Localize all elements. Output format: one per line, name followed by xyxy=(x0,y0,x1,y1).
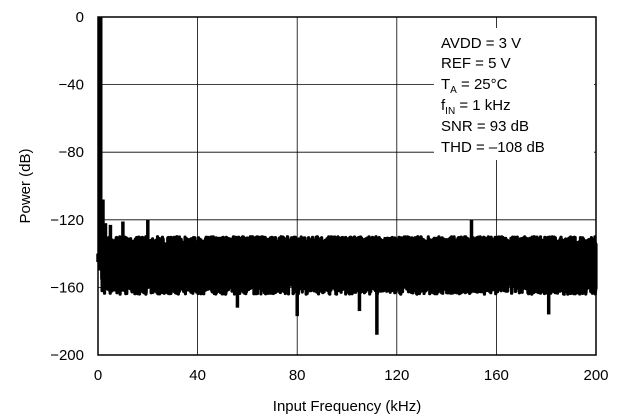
y-tick-label: −40 xyxy=(59,77,84,94)
annotation-snr: SNR = 93 dB xyxy=(441,118,529,135)
x-tick-label: 80 xyxy=(289,367,306,384)
noise-floor-trace xyxy=(100,235,598,296)
y-tick-label: −200 xyxy=(50,347,84,364)
x-tick-label: 200 xyxy=(583,367,608,384)
y-tick-label: −80 xyxy=(59,144,84,161)
y-tick-label: −160 xyxy=(50,279,84,296)
x-tick-label: 160 xyxy=(484,367,509,384)
x-axis-label: Input Frequency (kHz) xyxy=(273,398,421,415)
annotation-text: AVDD = 3 V REF = 5 V TA = 25°C fIN = 1 k… xyxy=(441,35,545,156)
y-axis-label: Power (dB) xyxy=(17,148,34,223)
annotation-ta: TA = 25°C xyxy=(441,76,508,96)
x-tick-label: 0 xyxy=(94,367,102,384)
annotation-ref: REF = 5 V xyxy=(441,55,511,72)
annotation-fin: fIN = 1 kHz xyxy=(441,97,511,117)
annotation-avdd: AVDD = 3 V xyxy=(441,35,521,52)
y-tick-label: 0 xyxy=(76,9,84,26)
y-tick-labels: 0 −40 −80 −120 −160 −200 xyxy=(50,9,84,364)
x-tick-labels: 0 40 80 120 160 200 xyxy=(94,367,609,384)
x-tick-label: 120 xyxy=(384,367,409,384)
x-tick-label: 40 xyxy=(189,367,206,384)
y-tick-label: −120 xyxy=(50,212,84,229)
annotation-box xyxy=(434,28,594,160)
plot-frame xyxy=(97,16,597,356)
annotation-thd: THD = –108 dB xyxy=(441,139,545,156)
